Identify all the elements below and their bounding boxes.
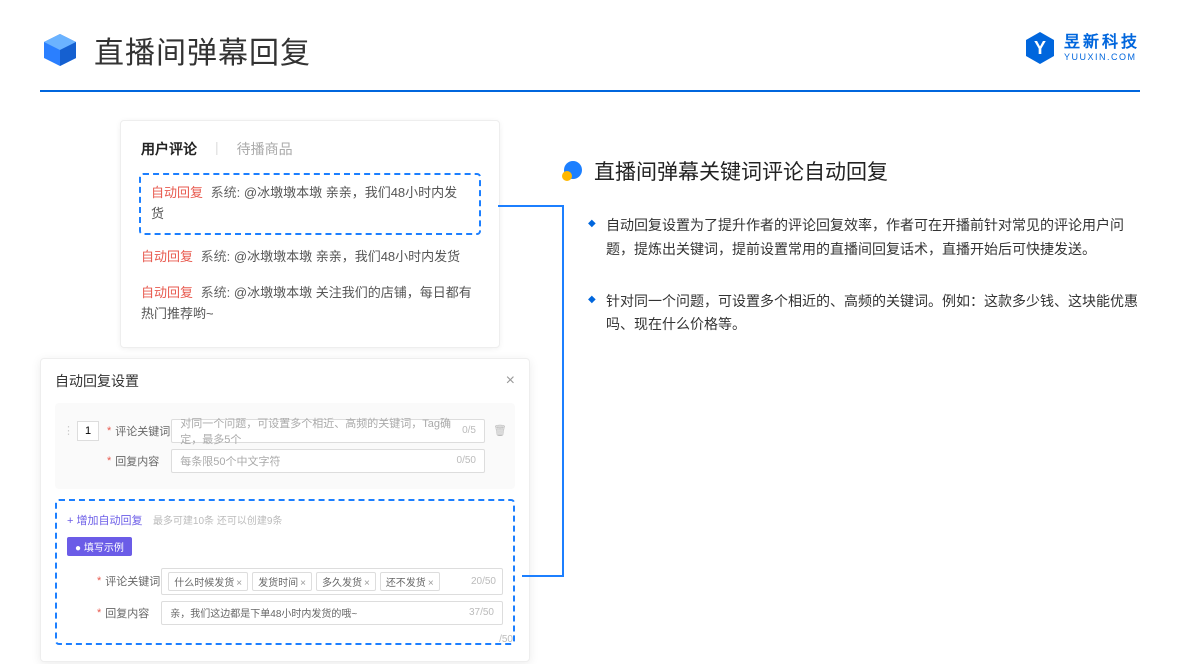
- section-header: 直播间弹幕关键词评论自动回复: [560, 156, 1140, 186]
- connector-line: [522, 575, 564, 577]
- comments-card: 用户评论 | 待播商品 自动回复 系统: @冰墩墩本墩 亲亲，我们48小时内发货…: [120, 120, 500, 348]
- auto-reply-tag: 自动回复: [141, 285, 193, 300]
- feature-bullet: 自动回复设置为了提升作者的评论回复效率，作者可在开播前针对常见的评论用户问题，提…: [606, 214, 1140, 262]
- auto-reply-tag: 自动回复: [141, 249, 193, 264]
- right-column: 直播间弹幕关键词评论自动回复 自动回复设置为了提升作者的评论回复效率，作者可在开…: [560, 120, 1140, 662]
- system-label: 系统:: [201, 285, 231, 300]
- svg-text:Y: Y: [1034, 38, 1046, 58]
- comment-row: 自动回复 系统: @冰墩墩本墩 亲亲，我们48小时内发货: [141, 239, 479, 276]
- feature-bullet: 针对同一个问题，可设置多个相近的、高频的关键词。例如：这款多少钱、这块能优惠吗、…: [606, 290, 1140, 338]
- cube-icon: [40, 30, 80, 70]
- page-title: 直播间弹幕回复: [94, 28, 311, 72]
- required-star: *: [97, 575, 101, 587]
- required-star: *: [97, 607, 101, 619]
- example-content-input[interactable]: 亲，我们这边都是下单48小时内发货的哦~ 37/50: [161, 601, 503, 625]
- keyword-placeholder: 对同一个问题，可设置多个相近、高频的关键词，Tag确定，最多5个: [180, 415, 462, 447]
- example-keyword-row: * 评论关键词 什么时候发货× 发货时间× 多久发货× 还不发货× 20/50: [67, 568, 503, 595]
- keyword-tag: 多久发货×: [316, 572, 376, 591]
- example-box: + 增加自动回复 最多可建10条 还可以创建9条 ● 填写示例 * 评论关键词 …: [55, 499, 515, 645]
- ex-content-count: 37/50: [469, 607, 494, 618]
- logo-icon: Y: [1022, 30, 1058, 66]
- example-badge: ● 填写示例: [67, 537, 132, 556]
- example-keyword-input[interactable]: 什么时候发货× 发货时间× 多久发货× 还不发货× 20/50: [161, 568, 503, 595]
- required-star: *: [107, 455, 111, 467]
- logo-text-en: YUUXIN.COM: [1064, 53, 1140, 62]
- content-row: * 回复内容 每条限50个中文字符 0/50 🗑: [63, 449, 507, 473]
- system-label: 系统:: [201, 249, 231, 264]
- keyword-tag: 还不发货×: [380, 572, 440, 591]
- section-title: 直播间弹幕关键词评论自动回复: [594, 156, 888, 186]
- connector-line: [498, 205, 564, 207]
- tab-user-comments[interactable]: 用户评论: [141, 139, 197, 159]
- example-content-row: * 回复内容 亲，我们这边都是下单48小时内发货的哦~ 37/50: [67, 601, 503, 625]
- trash-icon[interactable]: 🗑: [493, 424, 507, 437]
- comment-row: 自动回复 系统: @冰墩墩本墩 关注我们的店铺，每日都有热门推荐哟~: [141, 275, 479, 333]
- keyword-input[interactable]: 对同一个问题，可设置多个相近、高频的关键词，Tag确定，最多5个 0/5: [171, 419, 485, 443]
- ex-keyword-label: 评论关键词: [105, 573, 161, 589]
- content-input[interactable]: 每条限50个中文字符 0/50: [171, 449, 485, 473]
- brand-logo: Y 昱新科技 YUUXIN.COM: [1022, 30, 1140, 66]
- comments-tabs: 用户评论 | 待播商品: [141, 139, 479, 159]
- content-label: 回复内容: [115, 453, 171, 469]
- keyword-tag: 发货时间×: [252, 572, 312, 591]
- logo-text-cn: 昱新科技: [1064, 35, 1140, 51]
- left-column: 用户评论 | 待播商品 自动回复 系统: @冰墩墩本墩 亲亲，我们48小时内发货…: [40, 120, 520, 662]
- feature-list: 自动回复设置为了提升作者的评论回复效率，作者可在开播前针对常见的评论用户问题，提…: [560, 214, 1140, 337]
- close-icon[interactable]: ×: [506, 372, 515, 390]
- required-star: *: [107, 425, 111, 437]
- ex-content-label: 回复内容: [105, 605, 161, 621]
- page-header: 直播间弹幕回复 Y 昱新科技 YUUXIN.COM: [0, 0, 1180, 90]
- bubble-icon: [560, 159, 584, 183]
- content-count: 0/50: [457, 455, 476, 466]
- tab-separator: |: [215, 139, 219, 159]
- header-divider: [40, 90, 1140, 92]
- keyword-tag: 什么时候发货×: [168, 572, 248, 591]
- corner-count: /50: [499, 634, 513, 645]
- connector-line: [562, 205, 564, 575]
- drag-handle-icon[interactable]: ⋮⋮: [63, 424, 77, 437]
- ex-keyword-count: 20/50: [471, 576, 496, 587]
- keyword-count: 0/5: [462, 425, 476, 436]
- settings-title: 自动回复设置: [55, 371, 139, 391]
- auto-reply-settings-panel: 自动回复设置 × ⋮⋮ 1 * 评论关键词 对同一个问题，可设置多个相近、高频的…: [40, 358, 530, 662]
- comment-text: @冰墩墩本墩 亲亲，我们48小时内发货: [234, 249, 460, 264]
- content-placeholder: 每条限50个中文字符: [180, 453, 280, 469]
- tab-pending-products[interactable]: 待播商品: [237, 139, 293, 159]
- keyword-row: ⋮⋮ 1 * 评论关键词 对同一个问题，可设置多个相近、高频的关键词，Tag确定…: [63, 419, 507, 443]
- keyword-label: 评论关键词: [115, 423, 171, 439]
- auto-reply-tag: 自动回复: [151, 185, 203, 200]
- add-auto-reply-link[interactable]: + 增加自动回复: [67, 515, 142, 527]
- comment-row-highlighted: 自动回复 系统: @冰墩墩本墩 亲亲，我们48小时内发货: [139, 173, 481, 235]
- add-hint: 最多可建10条 还可以创建9条: [153, 516, 282, 527]
- system-label: 系统:: [211, 185, 241, 200]
- row-number: 1: [77, 421, 99, 441]
- ex-content-text: 亲，我们这边都是下单48小时内发货的哦~: [170, 605, 357, 620]
